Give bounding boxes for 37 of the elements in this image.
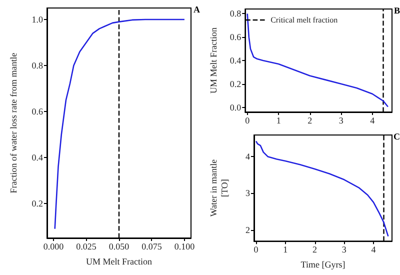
- x-tick-label: 4: [370, 116, 376, 126]
- x-tick-label: 2: [308, 116, 312, 126]
- text: A: [194, 4, 200, 14]
- y-tick-label: 0.0: [230, 102, 242, 112]
- y-tick-label: 0.2: [32, 198, 43, 208]
- x-tick-label: 0.075: [142, 242, 162, 252]
- x-tick-label: 1: [276, 116, 281, 126]
- y-axis-title: Fraction of water loss rate from mantle: [8, 52, 18, 194]
- y-tick-label: 1.0: [32, 14, 44, 24]
- y-tick-label: 2: [246, 224, 250, 235]
- x-tick-label: 3: [342, 244, 347, 255]
- x-tick-label: 4: [371, 244, 376, 255]
- y-axis-title: Water in mantle [TO]: [208, 159, 230, 217]
- x-axis-title: Time [Gyrs]: [300, 260, 346, 270]
- y-tick-label: 0.8: [32, 60, 44, 70]
- y-tick-label: 0.6: [230, 32, 242, 42]
- x-tick-label: 0.025: [76, 242, 97, 252]
- y-tick-label: 4: [246, 152, 250, 162]
- x-tick-label: 0.100: [174, 242, 196, 252]
- x-tick-label: 0.050: [108, 242, 130, 252]
- y-tick-label: 0.8: [230, 8, 242, 19]
- ref-line-label: Critical melt fraction: [270, 16, 338, 24]
- x-tick-label: 0: [245, 116, 250, 126]
- x-tick-label: 0: [254, 244, 259, 255]
- y-axis-title: UM Melt Fraction: [208, 27, 218, 94]
- text: C: [394, 132, 400, 142]
- x-tick-label: 2: [312, 244, 318, 255]
- text: B: [394, 6, 400, 16]
- x-tick-label: 1: [283, 244, 288, 255]
- y-tick-label: 0.4: [230, 56, 242, 66]
- x-tick-label: 3: [338, 116, 344, 126]
- y-tick-label: 0.4: [32, 152, 44, 162]
- x-tick-label: 0.000: [43, 242, 64, 252]
- y-tick-label: 0.6: [32, 106, 44, 116]
- x-axis-title: UM Melt Fraction: [86, 256, 152, 266]
- y-tick-label: 3: [246, 188, 250, 198]
- y-tick-label: 0.2: [230, 78, 242, 89]
